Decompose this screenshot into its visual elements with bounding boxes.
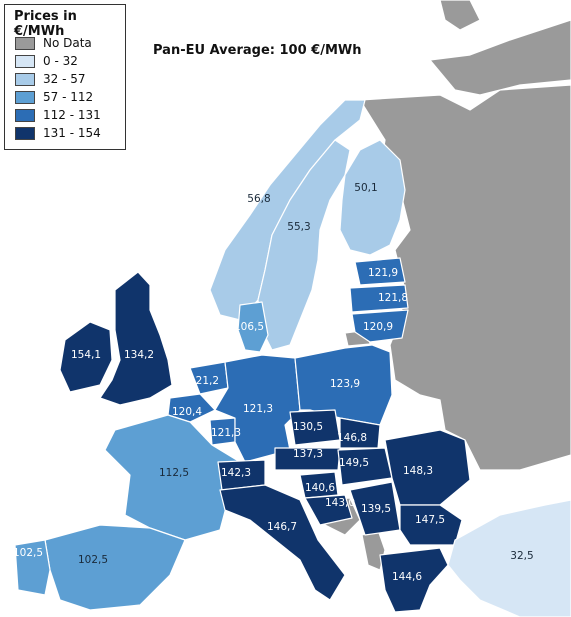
price-croatia: 143,0 xyxy=(325,497,355,509)
legend-item-131-154: 131 - 154 xyxy=(15,125,101,141)
price-bulgaria: 147,5 xyxy=(415,514,445,526)
legend-label: No Data xyxy=(43,36,92,50)
legend-label: 112 - 131 xyxy=(43,108,101,122)
legend-swatch xyxy=(15,54,35,68)
legend-title: Prices in €/MWh xyxy=(14,9,77,39)
region-belgium xyxy=(167,393,216,423)
region-portugal xyxy=(14,539,51,596)
region-russia-east xyxy=(359,84,571,471)
region-russia-far xyxy=(439,0,481,31)
price-luxembourg: 121,3 xyxy=(211,427,241,439)
map-legend: Prices in €/MWh No Data 0 - 32 32 - 57 5… xyxy=(4,4,126,150)
price-netherlands: 121,2 xyxy=(189,375,219,387)
legend-item-112-131: 112 - 131 xyxy=(15,107,101,123)
price-slovenia: 140,6 xyxy=(305,482,335,494)
region-ireland xyxy=(59,321,113,393)
price-lithuania: 120,9 xyxy=(363,321,393,333)
price-austria: 137,3 xyxy=(293,448,323,460)
price-ireland: 154,1 xyxy=(71,349,101,361)
price-finland: 50,1 xyxy=(354,182,377,194)
region-austria xyxy=(274,447,341,471)
legend-label: 131 - 154 xyxy=(43,126,101,140)
legend-swatch xyxy=(15,36,35,50)
region-latvia xyxy=(349,284,409,313)
price-czechia: 130,5 xyxy=(293,421,323,433)
price-belgium: 120,4 xyxy=(172,406,202,418)
region-finland xyxy=(339,139,406,256)
price-estonia: 121,9 xyxy=(368,267,398,279)
region-turkey xyxy=(447,499,571,617)
price-poland: 123,9 xyxy=(330,378,360,390)
price-uk: 134,2 xyxy=(124,349,154,361)
region-estonia xyxy=(354,257,406,286)
price-switzerland: 142,3 xyxy=(221,467,251,479)
region-germany xyxy=(214,354,301,463)
price-sweden: 55,3 xyxy=(287,221,310,233)
region-spain xyxy=(44,524,186,611)
region-greece xyxy=(379,547,449,613)
legend-label: 0 - 32 xyxy=(43,54,78,68)
legend-swatch xyxy=(15,90,35,104)
price-romania: 148,3 xyxy=(403,465,433,477)
legend-swatch xyxy=(15,108,35,122)
region-arctic-russia xyxy=(429,19,571,96)
region-lithuania xyxy=(351,309,409,343)
pan-eu-average: Pan-EU Average: 100 €/MWh xyxy=(153,43,362,58)
legend-swatch xyxy=(15,72,35,86)
legend-label: 57 - 112 xyxy=(43,90,94,104)
legend-item-32-57: 32 - 57 xyxy=(15,71,86,87)
region-france xyxy=(104,414,241,541)
region-poland xyxy=(294,344,393,426)
legend-item-0-32: 0 - 32 xyxy=(15,53,78,69)
price-france: 112,5 xyxy=(159,467,189,479)
price-spain: 102,5 xyxy=(78,554,108,566)
legend-label: 32 - 57 xyxy=(43,72,86,86)
region-uk xyxy=(99,271,173,406)
region-italy xyxy=(219,484,346,601)
price-serbia: 139,5 xyxy=(361,503,391,515)
region-romania xyxy=(384,429,471,506)
price-italy: 146,7 xyxy=(267,521,297,533)
price-slovakia: 146,8 xyxy=(337,432,367,444)
price-latvia: 121,8 xyxy=(378,292,408,304)
price-turkey: 32,5 xyxy=(510,550,533,562)
price-portugal: 102,5 xyxy=(13,547,43,559)
legend-item-57-112: 57 - 112 xyxy=(15,89,93,105)
legend-swatch xyxy=(15,126,35,140)
price-hungary: 149,5 xyxy=(339,457,369,469)
region-croatia xyxy=(304,494,353,526)
price-greece: 144,6 xyxy=(392,571,422,583)
region-sweden xyxy=(257,139,351,351)
price-norway-north: 56,8 xyxy=(247,193,270,205)
price-germany: 121,3 xyxy=(243,403,273,415)
region-denmark xyxy=(237,301,269,353)
legend-item-no-data: No Data xyxy=(15,35,92,51)
price-denmark: 106,5 xyxy=(234,321,264,333)
